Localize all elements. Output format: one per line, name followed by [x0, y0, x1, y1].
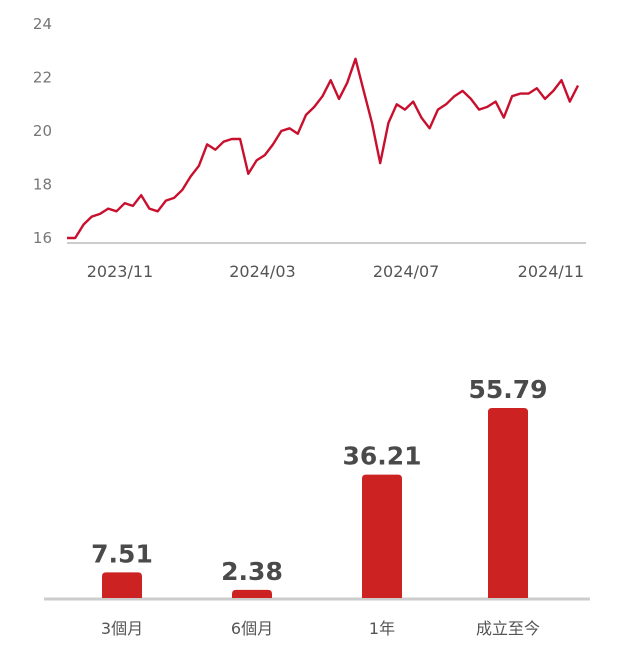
bar-category-label: 6個月 — [231, 619, 273, 638]
x-tick-label: 2024/07 — [373, 262, 439, 281]
bar-value-label: 7.51 — [91, 539, 153, 568]
y-tick-label: 18 — [33, 176, 52, 194]
bar-value-label: 55.79 — [468, 375, 547, 404]
bar-category-label: 成立至今 — [476, 619, 540, 638]
y-tick-label: 22 — [33, 69, 52, 87]
bar-2 — [232, 589, 272, 598]
x-tick-label: 2023/11 — [87, 262, 153, 281]
bar-4 — [488, 408, 528, 598]
y-tick-label: 24 — [33, 15, 52, 33]
bar-value-label: 36.21 — [342, 442, 421, 471]
bar-category-label: 3個月 — [101, 619, 143, 638]
x-tick-label: 2024/11 — [518, 262, 584, 281]
bar-3 — [362, 474, 402, 598]
x-tick-label: 2024/03 — [229, 262, 295, 281]
bar-category-label: 1年 — [369, 619, 395, 638]
price-series-line — [67, 57, 580, 240]
y-tick-label: 20 — [33, 122, 52, 140]
price-line-chart: 16 18 20 22 24 2023/11 2024/03 2024/07 2024/11 — [33, 15, 586, 281]
bar-1 — [102, 572, 142, 598]
y-tick-label: 16 — [33, 229, 52, 247]
bar-value-label: 2.38 — [221, 557, 283, 586]
